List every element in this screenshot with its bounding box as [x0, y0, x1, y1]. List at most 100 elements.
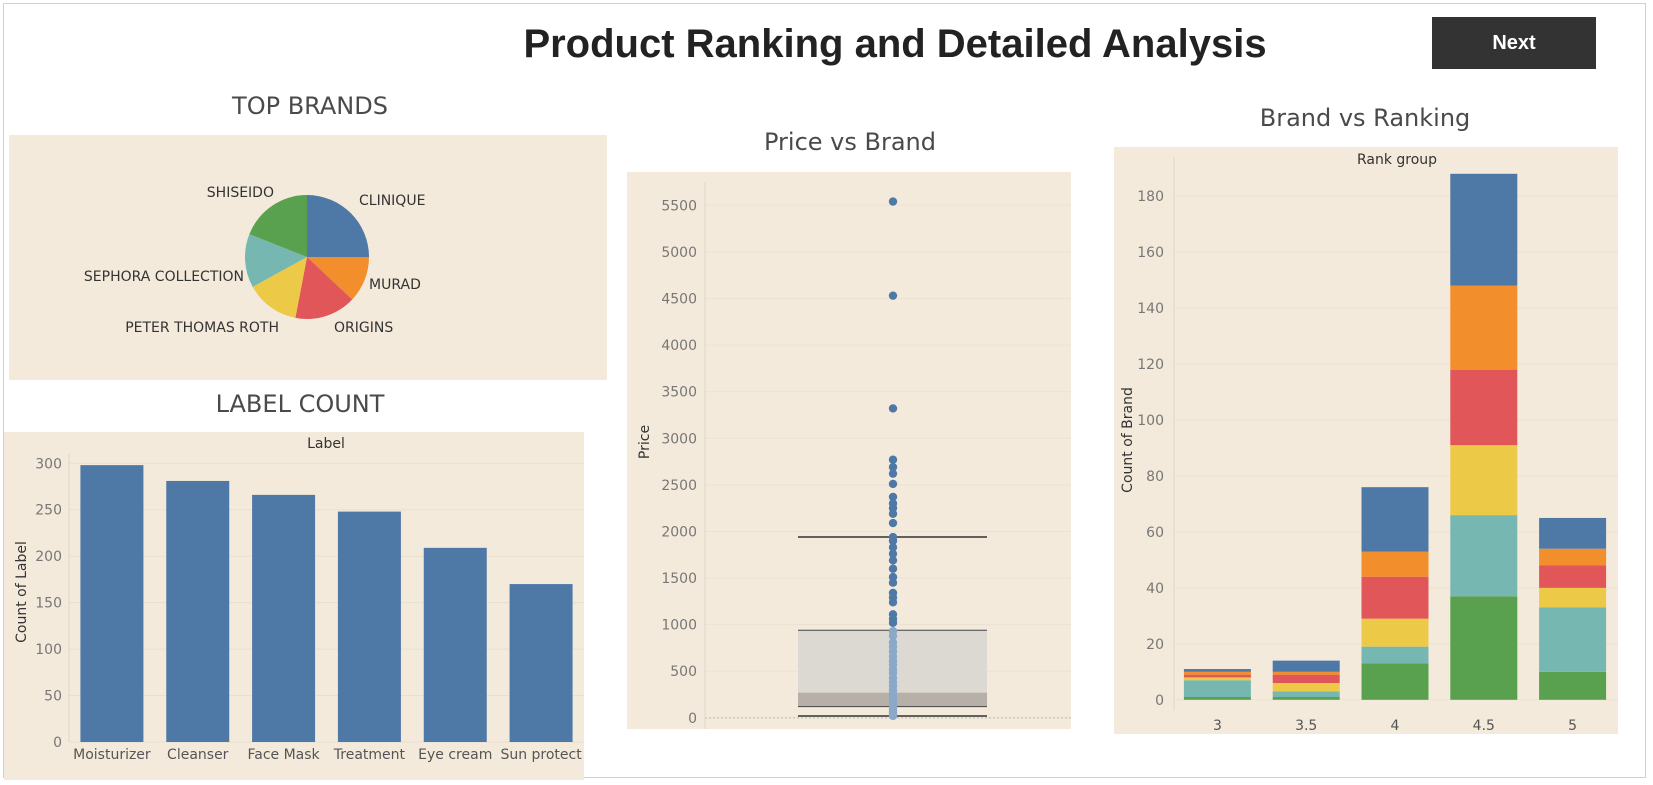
rank-bar-segment: [1272, 671, 1340, 675]
pie-slice: [245, 234, 307, 287]
rank-bar-segment: [1539, 548, 1607, 566]
rank-bar-segment: [1272, 660, 1340, 672]
y-tick-label: 160: [1137, 245, 1164, 261]
brand-vs-ranking-stacked-bar-chart: Rank group 0 20 40 60 80 100 120 140 160 180 3 3.5 4 4…: [1120, 152, 1618, 734]
y-tick-label: 300: [35, 456, 62, 472]
label-count-bar-chart: Label 0 50 100 150 200 250 300 Moisturizer Cleans…: [14, 436, 584, 763]
y-axis-label: Count of Brand: [1120, 387, 1136, 493]
x-tick-label: 3.5: [1295, 718, 1317, 734]
y-tick-label: 250: [35, 503, 62, 519]
rank-bar-segment: [1450, 285, 1518, 370]
price-point: [888, 711, 898, 721]
page-title: Product Ranking and Detailed Analysis: [523, 22, 1267, 66]
y-tick-label: 2000: [661, 524, 697, 540]
top-brands-title: TOP BRANDS: [232, 92, 388, 120]
price-point: [888, 509, 898, 518]
pie-slice: [295, 257, 353, 319]
price-point: [888, 549, 898, 559]
brand-vs-ranking-panel: Rank group 0 20 40 60 80 100 120 140 160 180 3 3.5 4 4…: [1114, 147, 1618, 734]
y-tick-label: 140: [1137, 301, 1164, 317]
rank-bar-segment: [1183, 669, 1251, 672]
x-tick-label: 4.5: [1473, 718, 1495, 734]
price-point: [888, 455, 898, 464]
y-axis-label: Count of Label: [14, 541, 30, 643]
label-bar: [252, 494, 316, 742]
x-tick-label: 4: [1391, 718, 1400, 734]
rank-bar-segment: [1539, 587, 1607, 608]
price-point: [888, 618, 898, 627]
top-brands-panel: CLINIQUE MURAD ORIGINS PETER THOMAS ROTH SEP…: [9, 135, 607, 380]
y-tick-label: 50: [44, 689, 62, 705]
rank-bar-segment: [1539, 671, 1607, 700]
price-point: [888, 518, 898, 528]
pie-label: PETER THOMAS ROTH: [125, 320, 279, 336]
pie-label: CLINIQUE: [359, 193, 425, 209]
rank-bar-segment: [1361, 663, 1429, 700]
pie-label: SEPHORA COLLECTION: [84, 269, 244, 285]
x-tick-label: Cleanser: [167, 747, 229, 763]
price-point: [888, 631, 898, 641]
y-tick-label: 100: [1137, 413, 1164, 429]
y-tick-label: 40: [1146, 581, 1164, 597]
label-bar: [80, 465, 144, 742]
rank-bar-segment: [1361, 487, 1429, 552]
price-vs-brand-panel: 0 500 1000 1500 2000 2500 3000 3500 4000 4500 5000…: [627, 172, 1071, 729]
price-point: [888, 564, 898, 573]
rank-bar-segment: [1183, 674, 1251, 678]
rank-bar-segment: [1183, 671, 1251, 675]
rank-group-header: Rank group: [1357, 152, 1437, 168]
rank-bar-segment: [1361, 551, 1429, 577]
x-tick-label: Sun protect: [500, 747, 582, 763]
rank-bar-segment: [1450, 173, 1518, 286]
label-count-title: LABEL COUNT: [215, 390, 385, 418]
y-tick-label: 4500: [661, 291, 697, 307]
rank-bar-segment: [1272, 674, 1340, 684]
rank-bar-segment: [1183, 697, 1251, 700]
x-tick-label: 3: [1213, 718, 1222, 734]
rank-bar-segment: [1539, 607, 1607, 672]
rank-bar-segment: [1361, 646, 1429, 664]
rank-bar-segment: [1361, 618, 1429, 647]
x-tick-label: Eye cream: [418, 747, 492, 763]
price-point: [888, 291, 898, 300]
rank-bar-segment: [1361, 576, 1429, 619]
label-count-header: Label: [307, 436, 345, 452]
pie-label: ORIGINS: [334, 320, 393, 336]
price-point: [888, 479, 898, 489]
price-point: [888, 543, 898, 552]
y-tick-label: 180: [1137, 189, 1164, 205]
rank-bar-segment: [1539, 565, 1607, 588]
y-tick-label: 0: [688, 711, 697, 727]
y-tick-label: 60: [1146, 525, 1164, 541]
price-point: [888, 536, 898, 545]
y-tick-label: 0: [1155, 693, 1164, 709]
rank-bar-segment: [1272, 683, 1340, 692]
price-point: [888, 556, 898, 565]
label-count-panel: Label 0 50 100 150 200 250 300 Moisturizer Cleans…: [4, 432, 584, 780]
x-tick-label: Treatment: [333, 747, 406, 763]
next-button[interactable]: Next: [1432, 17, 1596, 69]
rank-bar-segment: [1183, 677, 1251, 681]
dashboard-frame: [3, 3, 1646, 778]
rank-bar-segment: [1183, 680, 1251, 698]
pie-slice: [252, 257, 307, 318]
rank-bar-segment: [1450, 596, 1518, 700]
y-tick-label: 1500: [661, 571, 697, 587]
top-brands-pie-chart: CLINIQUE MURAD ORIGINS PETER THOMAS ROTH SEP…: [84, 185, 426, 336]
label-bar: [337, 511, 401, 742]
price-point: [888, 462, 898, 472]
label-bar: [509, 584, 573, 742]
label-bar: [423, 547, 487, 742]
y-tick-label: 3000: [661, 431, 697, 447]
y-axis-label: Price: [637, 425, 653, 459]
rank-bar-segment: [1450, 515, 1518, 597]
pie-label: MURAD: [369, 277, 421, 293]
price-point: [888, 469, 898, 478]
y-tick-label: 120: [1137, 357, 1164, 373]
price-point: [888, 197, 898, 206]
rank-bar-segment: [1272, 697, 1340, 700]
y-tick-label: 80: [1146, 469, 1164, 485]
y-tick-label: 200: [35, 549, 62, 565]
x-tick-label: Face Mask: [247, 747, 320, 763]
y-tick-label: 3500: [661, 385, 697, 401]
